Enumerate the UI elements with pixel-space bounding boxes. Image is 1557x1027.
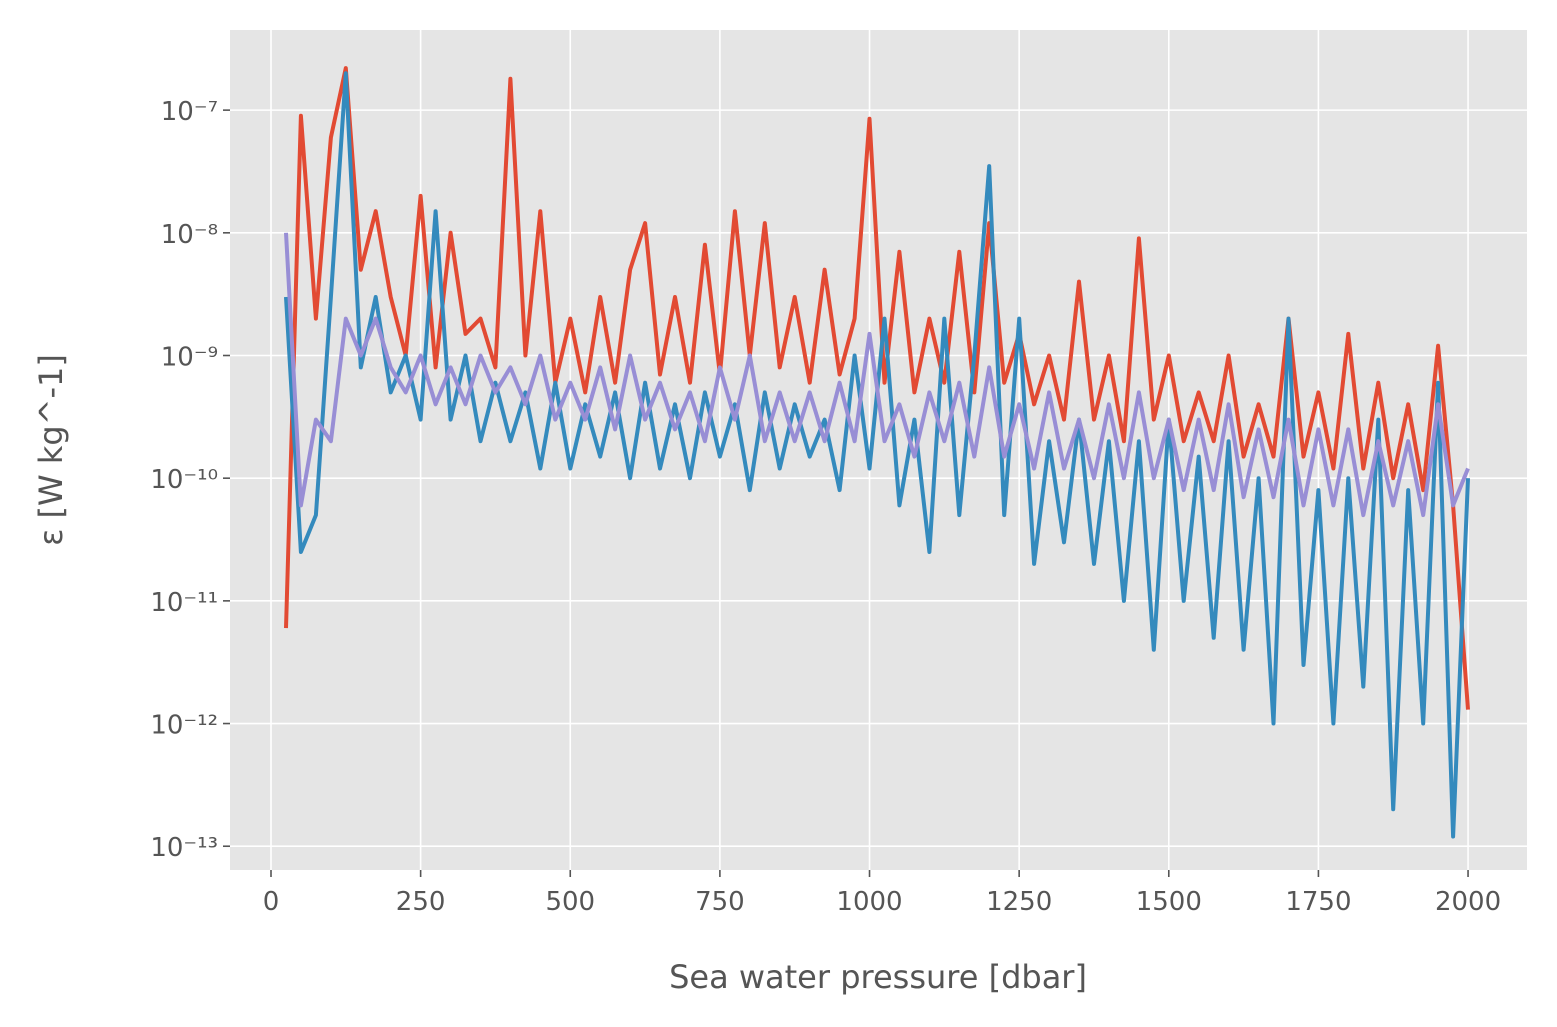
x-tick-label: 750 (695, 887, 745, 917)
series-line (284, 232, 1470, 518)
y-tick-label: 10⁻¹⁰ (150, 465, 218, 495)
x-tick-label: 1250 (986, 887, 1052, 917)
series-line (284, 66, 1470, 710)
x-tick-label: 1500 (1136, 887, 1202, 917)
y-tick-label: 10⁻¹³ (150, 833, 218, 863)
plot-area (230, 30, 1527, 870)
x-tick-label: 2000 (1435, 887, 1501, 917)
x-axis-label: Sea water pressure [dbar] (669, 958, 1087, 996)
y-tick-label: 10⁻¹¹ (150, 588, 218, 618)
y-tick-label: 10⁻⁸ (161, 220, 218, 250)
y-tick-label: 10⁻⁷ (161, 97, 218, 127)
x-tick-label: 250 (396, 887, 446, 917)
x-tick-label: 1000 (836, 887, 902, 917)
y-tick-label: 10⁻¹² (150, 711, 218, 741)
x-tick-label: 1750 (1285, 887, 1351, 917)
x-tick-label: 0 (263, 887, 280, 917)
x-tick-label: 500 (545, 887, 595, 917)
y-tick-label: 10⁻⁹ (161, 342, 218, 372)
y-axis-label: ε [W kg^-1] (32, 354, 70, 546)
